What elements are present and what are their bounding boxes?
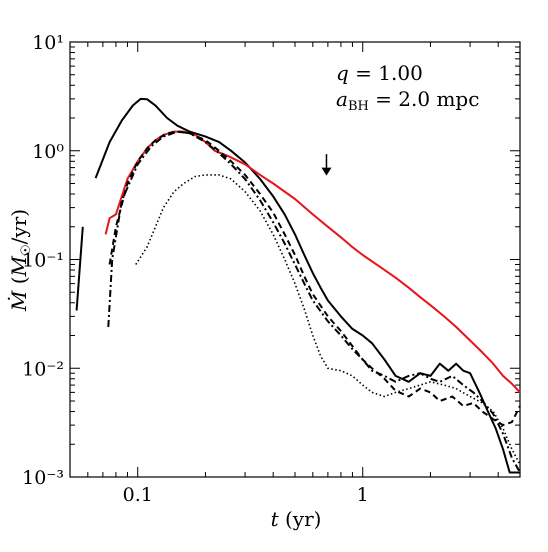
y-axis-label: Ṁ (M☉/yr) (7, 209, 34, 312)
y-tick-label: 10⁻² (22, 358, 64, 380)
annotation-abh: aBH = 2.0 mpc (336, 87, 479, 114)
arrow-head (321, 167, 332, 176)
ticks-layer: 0.1 1 10⁻³ 10⁻² 10⁻¹ 10⁰ 10¹ (22, 32, 521, 506)
x-tick-label: 0.1 (123, 484, 153, 506)
y-tick-label: 10⁻¹ (22, 250, 64, 272)
arrow-marker (321, 154, 332, 176)
series-dotted-black-segment-0 (135, 174, 521, 465)
series-solid-black-segment-1 (94, 97, 520, 474)
series-solid-red-segment-0 (104, 130, 521, 394)
series-layer (75, 97, 521, 474)
x-tick-label: 1 (357, 484, 369, 506)
y-tick-label: 10¹ (32, 32, 64, 54)
y-tick-label: 10⁻³ (22, 467, 64, 489)
series-dashed-black-segment-0 (108, 130, 521, 427)
annotation-layer: q = 1.00 aBH = 2.0 mpc (336, 61, 479, 114)
x-axis-label: t (yr) (271, 507, 322, 531)
series-solid-black-segment-0 (75, 226, 84, 311)
series-dashdot-black-segment-0 (107, 130, 521, 473)
y-tick-label: 10⁰ (32, 141, 64, 163)
annotation-q: q = 1.00 (336, 61, 423, 85)
